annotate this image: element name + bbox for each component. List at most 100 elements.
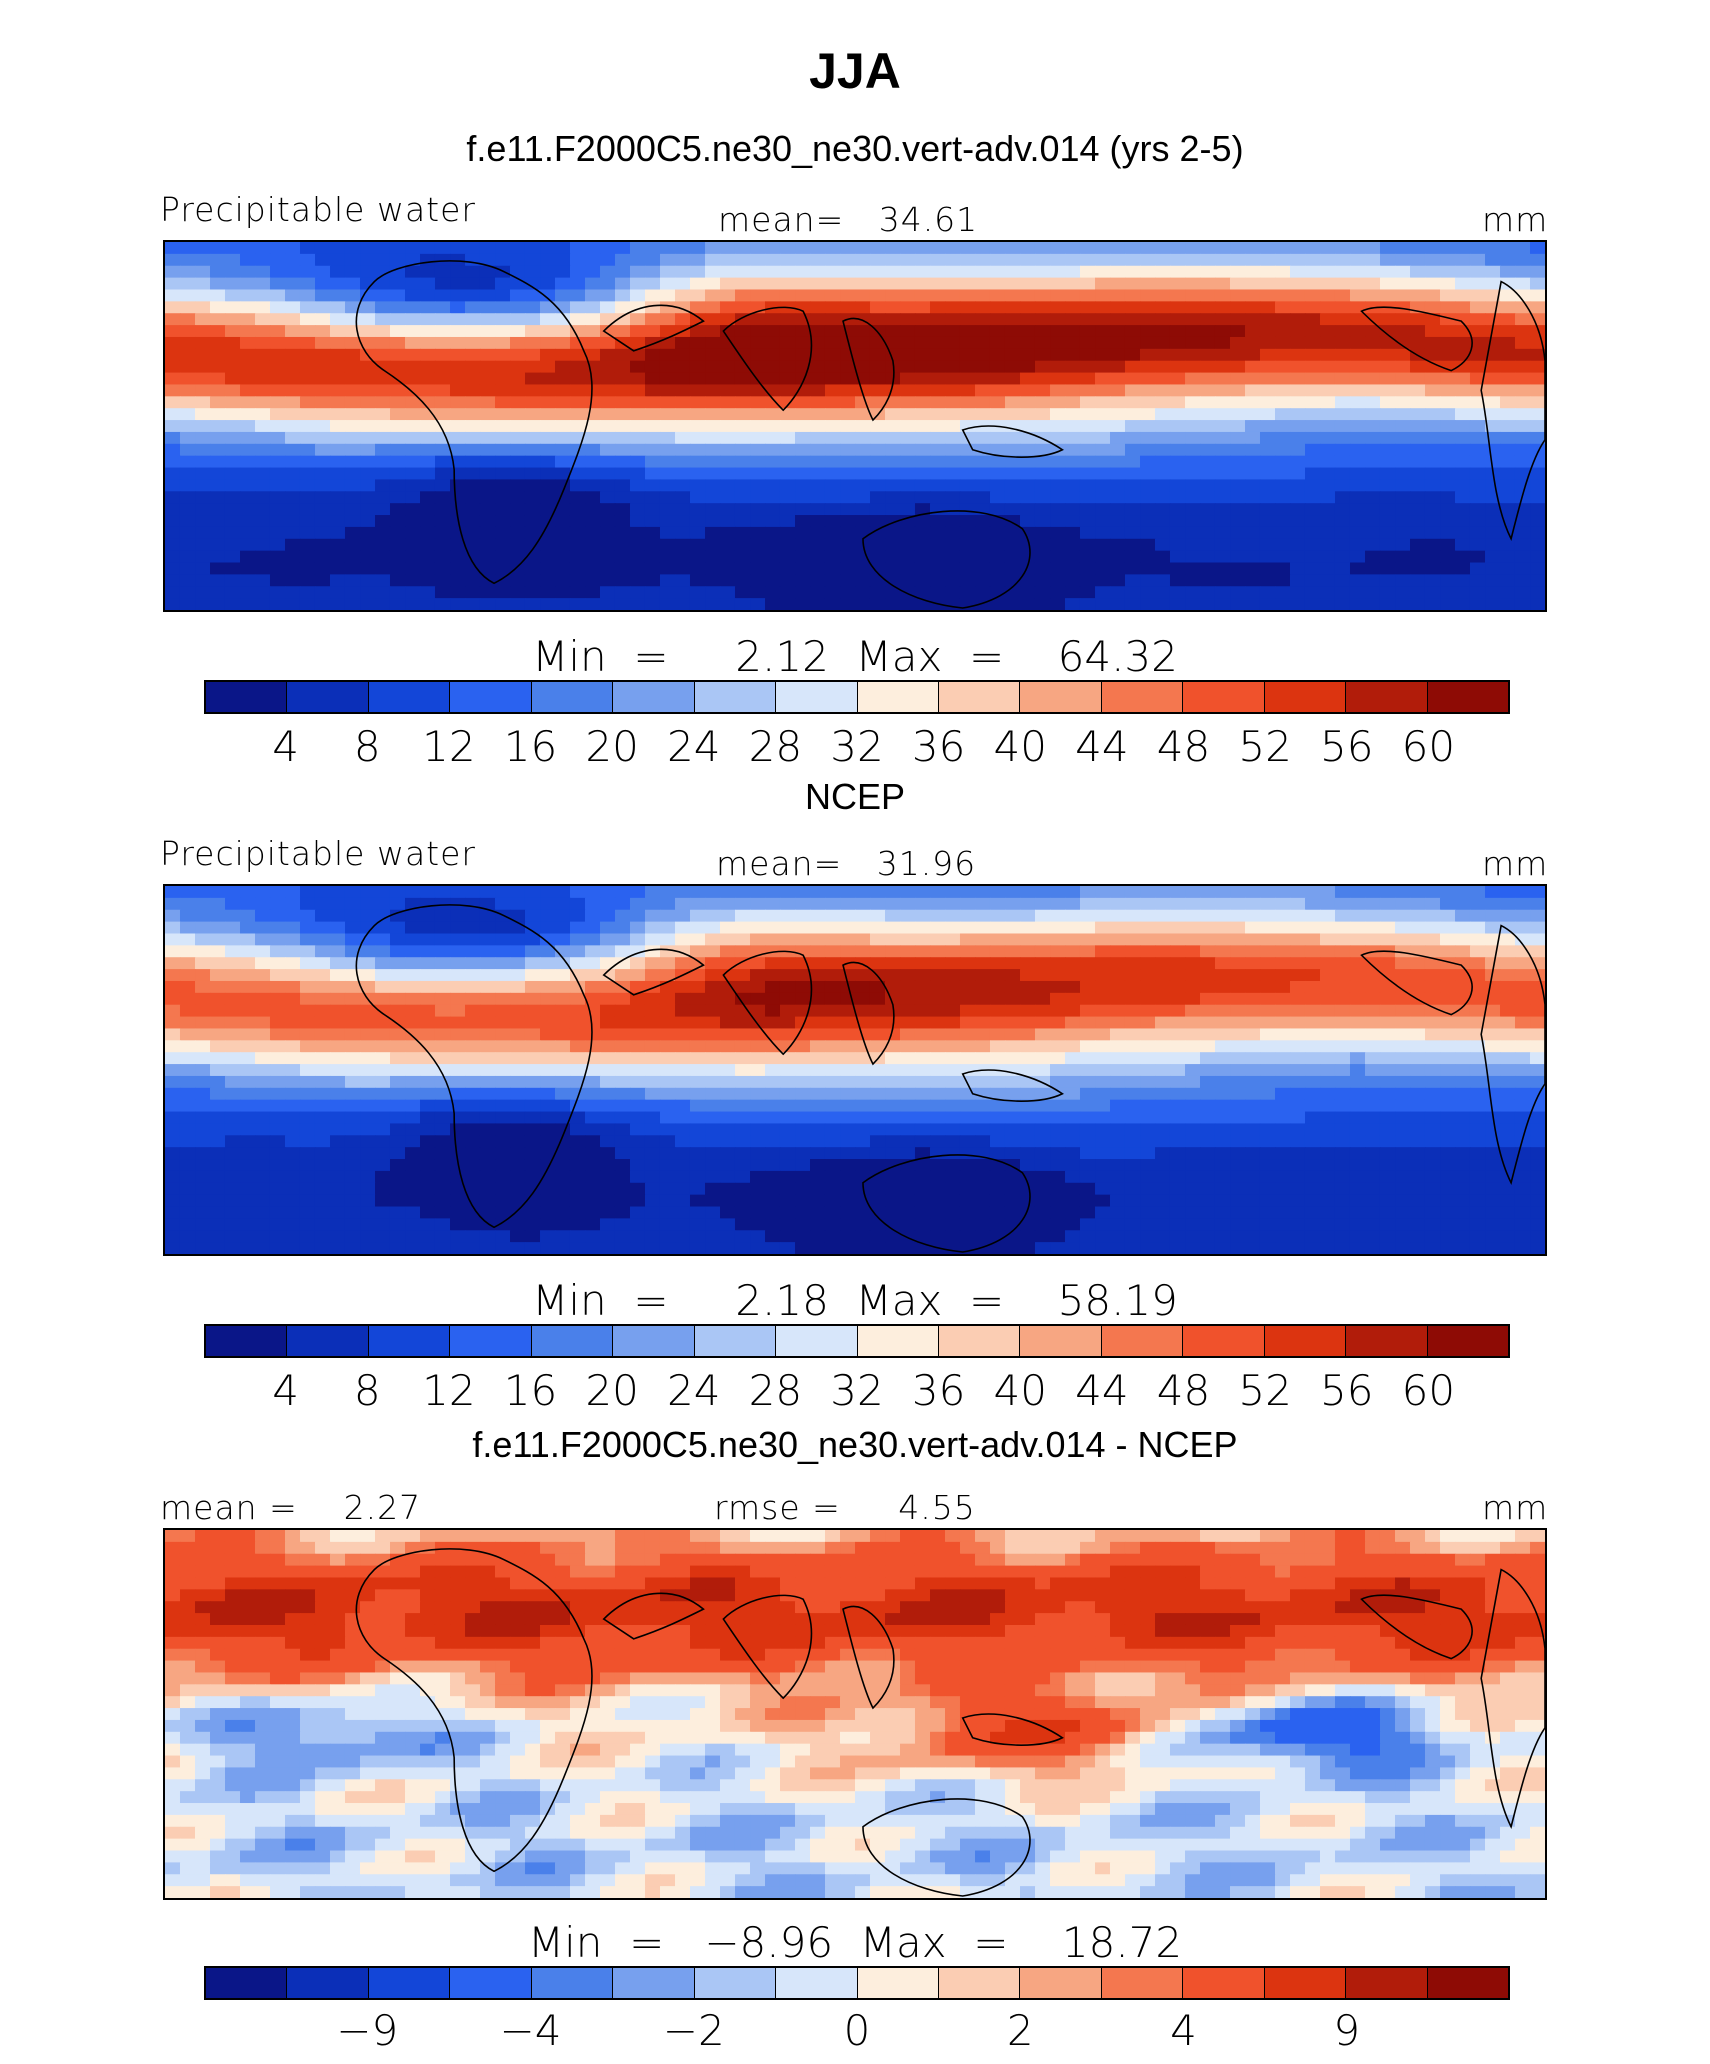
map-cell: [599, 396, 616, 409]
colorbar-tick-label: 44: [1075, 722, 1129, 771]
map-cell: [1095, 957, 1111, 970]
map-cell: [1214, 336, 1231, 350]
map-cell: [524, 1123, 541, 1136]
map-cell: [405, 396, 421, 409]
map-cell: [1320, 957, 1336, 970]
map-cell: [779, 921, 796, 935]
map-cell: [344, 1040, 361, 1053]
map-cell: [540, 992, 556, 1006]
map-cell: [1185, 1016, 1201, 1030]
map-cell: [1155, 1123, 1171, 1136]
map-cell: [914, 265, 931, 279]
map-cell: [869, 1064, 886, 1077]
map-cell: [1259, 1040, 1276, 1053]
map-cell: [1365, 348, 1381, 362]
map-cell: [179, 1064, 196, 1077]
map-cell: [1275, 265, 1291, 279]
map-cell: [1485, 1099, 1501, 1113]
map-cell: [630, 562, 646, 575]
map-cell: [765, 277, 781, 291]
map-cell: [344, 909, 361, 923]
map-cell: [524, 360, 541, 374]
map-cell: [165, 408, 181, 421]
map-cell: [165, 1111, 181, 1125]
map-cell: [750, 586, 766, 599]
map-cell: [989, 242, 1006, 255]
map-cell: [330, 1075, 346, 1089]
map-cell: [959, 1099, 976, 1113]
map-cell: [224, 1052, 241, 1065]
map-cell: [195, 562, 211, 575]
map-cell: [479, 1087, 496, 1101]
map-cell: [1289, 1099, 1306, 1113]
map-cell: [659, 933, 676, 946]
map-cell: [1034, 515, 1051, 528]
map-cell: [1530, 479, 1545, 492]
map-cell: [495, 325, 511, 338]
map-cell: [1320, 1111, 1336, 1125]
map-cell: [840, 289, 856, 302]
map-cell: [1020, 277, 1036, 291]
map-cell: [360, 336, 376, 350]
map-cell: [1379, 348, 1396, 362]
map-cell: [899, 886, 916, 899]
map-cell: [1349, 265, 1366, 279]
map-cell: [1320, 443, 1336, 457]
map-cell: [1514, 242, 1531, 255]
map-cell: [1140, 1028, 1156, 1041]
map-cell: [1259, 1075, 1276, 1089]
map-cell: [899, 301, 916, 314]
map-cell: [1110, 479, 1126, 492]
map-cell: [330, 443, 346, 457]
map-cell: [1500, 277, 1516, 291]
map-cell: [659, 586, 676, 599]
map-cell: [1124, 491, 1141, 504]
map-cell: [989, 277, 1006, 291]
map-cell: [375, 1087, 391, 1101]
map-cell: [479, 408, 496, 421]
map-cell: [1485, 503, 1501, 516]
map-cell: [465, 886, 481, 899]
map-cell: [689, 277, 706, 291]
map-cell: [1365, 1111, 1381, 1125]
map-cell: [1050, 1028, 1066, 1041]
map-cell: [495, 1099, 511, 1113]
map-cell: [1410, 550, 1426, 564]
map-cell: [1514, 336, 1531, 350]
map-cell: [1230, 443, 1246, 457]
map-cell: [1320, 396, 1336, 409]
map-cell: [1095, 277, 1111, 291]
map-cell: [479, 945, 496, 958]
map-cell: [1455, 467, 1471, 481]
map-cell: [1410, 242, 1426, 255]
map-cell: [899, 1111, 916, 1125]
map-cell: [585, 586, 601, 599]
map-cell: [765, 992, 781, 1006]
map-cell: [540, 253, 556, 267]
map-cell: [1485, 313, 1501, 326]
map-cell: [314, 1099, 331, 1113]
map-cell: [1289, 945, 1306, 958]
map-cell: [330, 1064, 346, 1077]
map-cell: [1259, 242, 1276, 255]
map-cell: [930, 1028, 946, 1041]
map-cell: [1185, 550, 1201, 564]
map-cell: [1155, 1028, 1171, 1041]
map-cell: [1485, 455, 1501, 469]
map-cell: [659, 455, 676, 469]
map-cell: [1020, 325, 1036, 338]
map-cell: [254, 526, 271, 540]
map-cell: [1020, 562, 1036, 575]
map-cell: [1455, 1004, 1471, 1018]
map-cell: [1185, 1099, 1201, 1113]
map-cell: [314, 574, 331, 587]
map-cell: [750, 384, 766, 397]
map-cell: [720, 265, 736, 279]
map-cell: [314, 586, 331, 599]
map-cell: [765, 909, 781, 923]
map-cell: [599, 289, 616, 302]
map-cell: [1214, 586, 1231, 599]
map-cell: [224, 1135, 241, 1148]
map-cell: [765, 479, 781, 492]
map-cell: [240, 897, 256, 911]
